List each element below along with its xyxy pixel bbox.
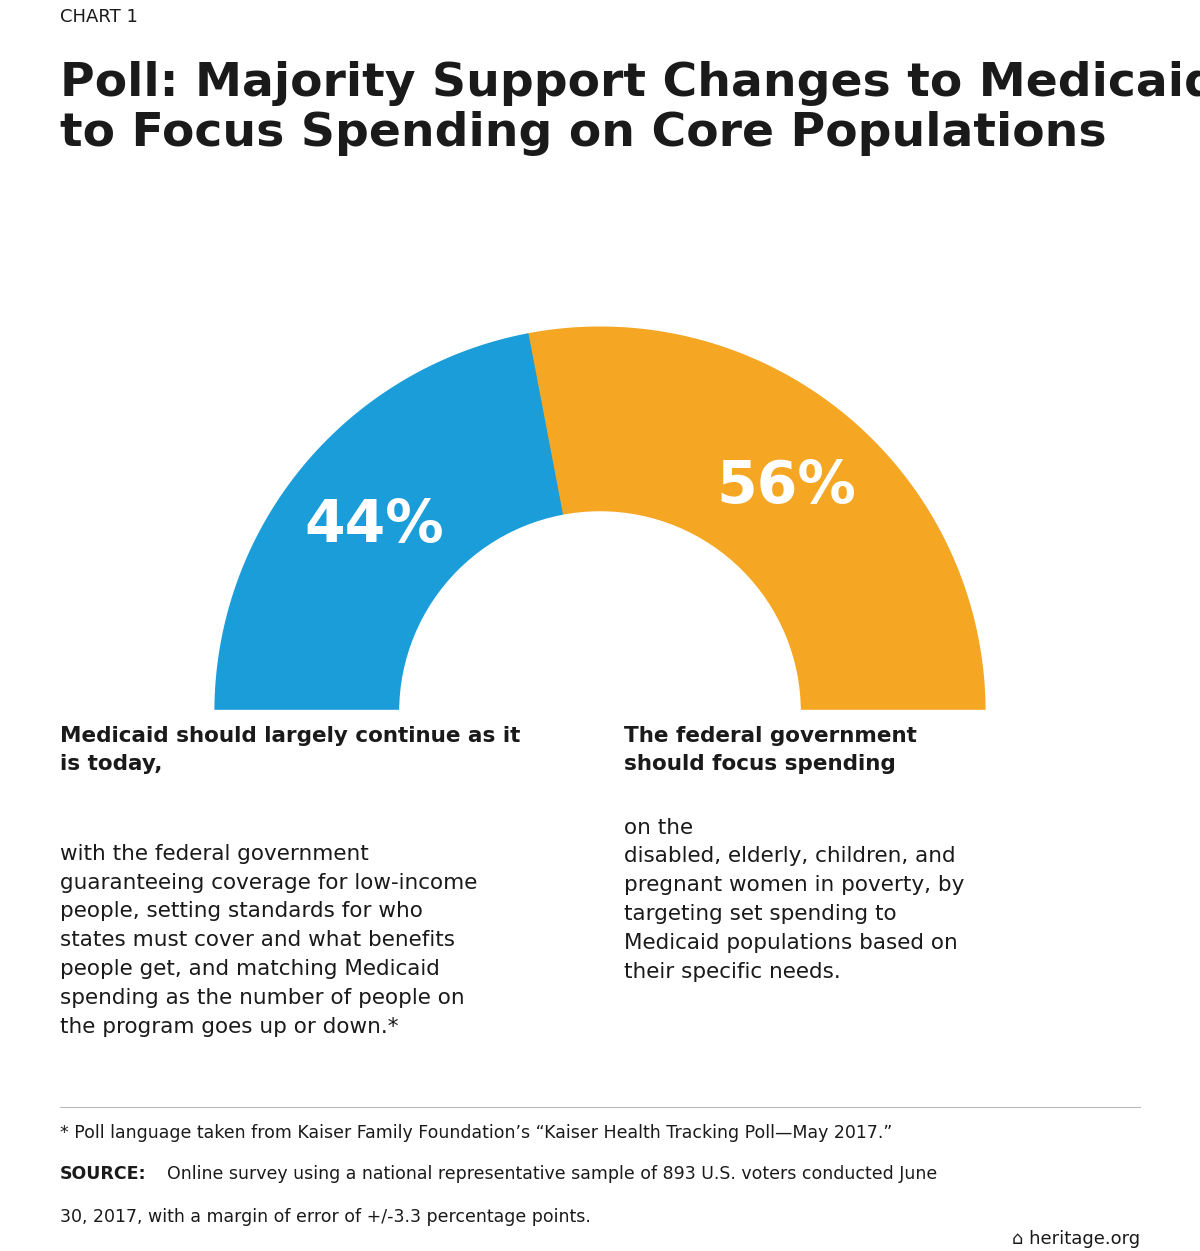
Text: * Poll language taken from Kaiser Family Foundation’s “Kaiser Health Tracking Po: * Poll language taken from Kaiser Family…	[60, 1125, 893, 1142]
Text: 44%: 44%	[305, 497, 444, 554]
Text: 30, 2017, with a margin of error of +/-3.3 percentage points.: 30, 2017, with a margin of error of +/-3…	[60, 1208, 590, 1226]
Text: SOURCE:: SOURCE:	[60, 1165, 146, 1182]
Text: with the federal government
guaranteeing coverage for low-income
people, setting: with the federal government guaranteeing…	[60, 844, 478, 1037]
Text: ⌂ heritage.org: ⌂ heritage.org	[1012, 1230, 1140, 1248]
Text: Medicaid should largely continue as it
is today,: Medicaid should largely continue as it i…	[60, 726, 521, 774]
Circle shape	[400, 512, 800, 912]
Text: The federal government
should focus spending: The federal government should focus spen…	[624, 726, 917, 774]
Text: CHART 1: CHART 1	[60, 9, 138, 26]
Text: on the
disabled, elderly, children, and
pregnant women in poverty, by
targeting : on the disabled, elderly, children, and …	[624, 818, 965, 982]
Polygon shape	[528, 328, 985, 712]
Polygon shape	[215, 334, 563, 712]
Text: Online survey using a national representative sample of 893 U.S. voters conducte: Online survey using a national represent…	[167, 1165, 937, 1182]
Bar	[119, 711, 1081, 751]
Text: Poll: Majority Support Changes to Medicaid
to Focus Spending on Core Populations: Poll: Majority Support Changes to Medica…	[60, 60, 1200, 156]
Text: 56%: 56%	[716, 458, 857, 515]
